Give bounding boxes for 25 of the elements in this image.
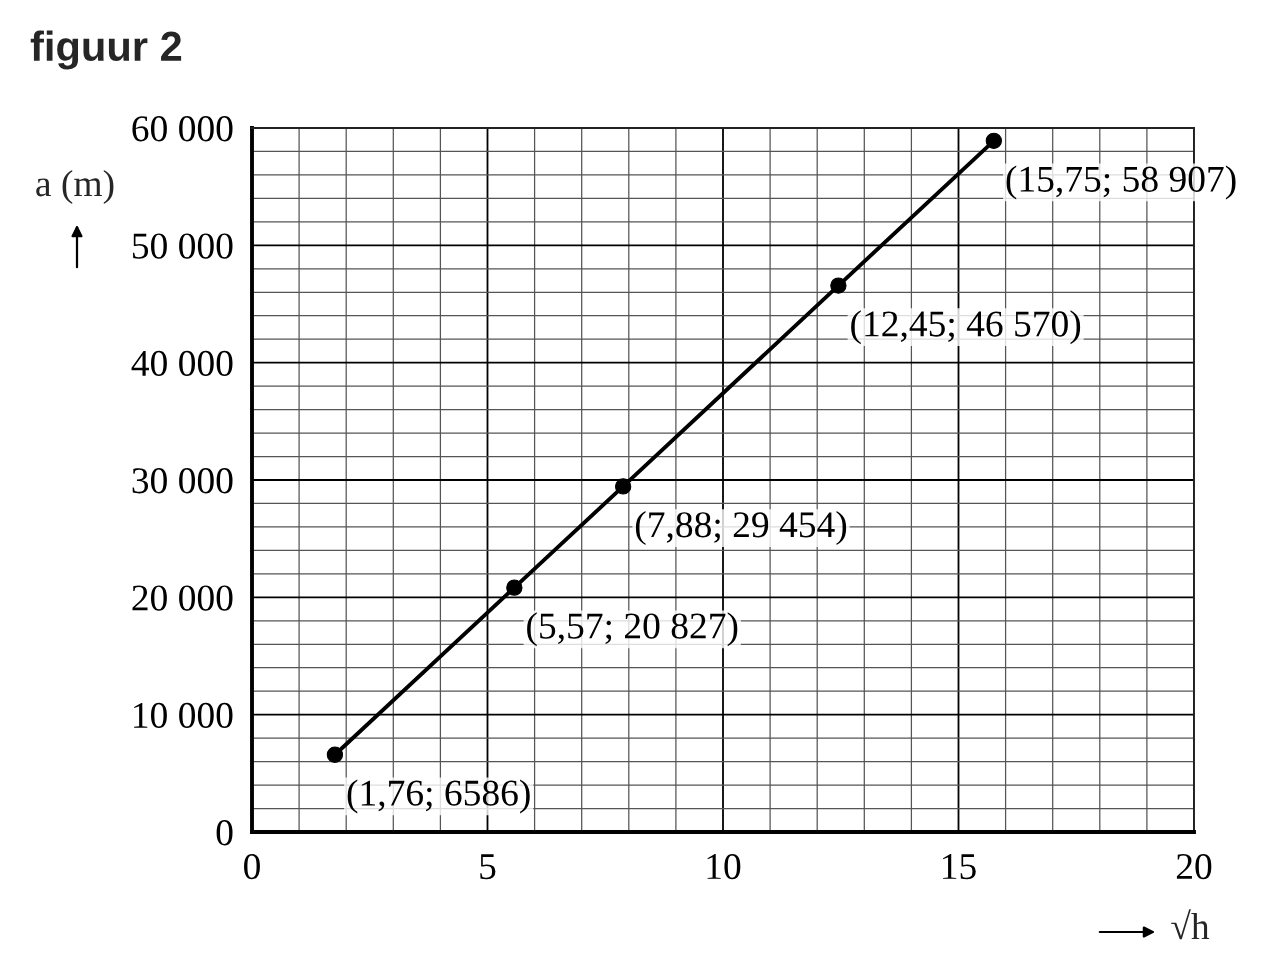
x-tick-label: 5 <box>480 854 496 880</box>
chart-title: figuur 2 <box>30 30 182 70</box>
x-tick-label: 15 <box>943 854 976 880</box>
annotation: (5,57; 20 827) <box>527 612 738 647</box>
point <box>326 746 344 763</box>
x-axis-title: √h <box>1171 909 1210 940</box>
annotation: (7,88; 29 454) <box>635 511 847 546</box>
annotation: (15,75; 58 907) <box>1006 165 1236 200</box>
point <box>830 277 847 294</box>
y-axis-title: a (m) <box>36 170 114 204</box>
y-tick-label: 10 000 <box>134 702 233 729</box>
point <box>506 579 523 596</box>
x-tick-label: 10 <box>707 853 741 880</box>
y-tick-label: 50 000 <box>133 233 233 259</box>
x-tick-label: 0 <box>244 853 260 880</box>
y-tick-label: 40 000 <box>131 350 233 377</box>
annotation: (12,45; 46 570) <box>851 310 1081 345</box>
annotation: (1,76; 6586) <box>347 779 530 814</box>
x-tick-label: 20 <box>1176 853 1212 880</box>
y-tick-label: 0 <box>216 820 233 846</box>
y-tick-label: 30 000 <box>132 468 233 494</box>
point <box>614 478 632 495</box>
point <box>985 132 1002 149</box>
y-tick-label: 20 000 <box>132 585 233 611</box>
y-tick-label: 60 000 <box>132 116 233 142</box>
